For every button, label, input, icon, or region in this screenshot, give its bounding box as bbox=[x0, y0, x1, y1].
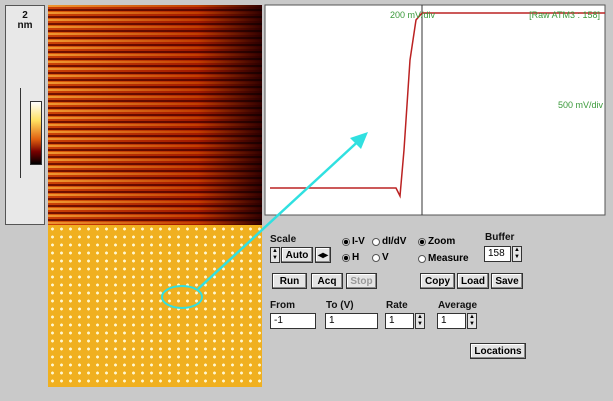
rate-input[interactable]: 1 bbox=[385, 313, 414, 329]
highlight-ellipse bbox=[162, 286, 202, 308]
mode-iv[interactable]: I-V bbox=[342, 236, 365, 247]
body: 2 nm 200 mV/div [Raw ATM3 : 158] 500 mV/… bbox=[0, 0, 613, 401]
page: {"scale_panel": {"value": "2", "unit": "… bbox=[0, 0, 613, 401]
copy-button[interactable]: Copy bbox=[420, 273, 455, 289]
to-input[interactable]: 1 bbox=[325, 313, 378, 329]
graph-source-label: [Raw ATM3 : 158] bbox=[529, 10, 600, 20]
field-label: Average bbox=[438, 300, 477, 311]
buffer-spinner[interactable]: ▲▼ bbox=[512, 246, 522, 262]
buffer-label: Buffer bbox=[485, 232, 514, 243]
radio-label: dI/dV bbox=[382, 236, 406, 247]
direction-v[interactable]: V bbox=[372, 252, 389, 263]
app-window: 2 nm 200 mV/div [Raw ATM3 : 158] 500 mV/… bbox=[0, 0, 613, 401]
graph-area bbox=[265, 5, 605, 215]
field-label: To (V) bbox=[326, 300, 354, 311]
average-input[interactable]: 1 bbox=[437, 313, 466, 329]
scale-label: Scale bbox=[270, 234, 296, 245]
acq-button[interactable]: Acq bbox=[311, 273, 343, 289]
field-label: Rate bbox=[386, 300, 408, 311]
radio-label: H bbox=[352, 252, 359, 263]
arrows-button[interactable]: ◂▸ bbox=[315, 247, 331, 263]
run-button[interactable]: Run bbox=[272, 273, 307, 289]
radio-label: I-V bbox=[352, 236, 365, 247]
save-button[interactable]: Save bbox=[491, 273, 523, 289]
locations-button[interactable]: Locations bbox=[470, 343, 526, 359]
buffer-input[interactable]: 158 bbox=[484, 246, 511, 262]
rate-spinner[interactable]: ▲▼ bbox=[415, 313, 425, 329]
direction-h[interactable]: H bbox=[342, 252, 359, 263]
cursor-measure[interactable]: Measure bbox=[418, 253, 469, 264]
stop-button: Stop bbox=[346, 273, 377, 289]
auto-button[interactable]: Auto bbox=[281, 247, 313, 263]
graph-top-label: 200 mV/div bbox=[390, 10, 436, 20]
scale-spinner[interactable]: ▲▼ bbox=[270, 247, 280, 263]
cursor-zoom[interactable]: Zoom bbox=[418, 236, 455, 247]
radio-label: Measure bbox=[428, 253, 469, 264]
radio-label: V bbox=[382, 252, 389, 263]
graph-right-label: 500 mV/div bbox=[558, 100, 604, 110]
mode-didv[interactable]: dI/dV bbox=[372, 236, 406, 247]
field-label: From bbox=[270, 300, 295, 311]
radio-label: Zoom bbox=[428, 236, 455, 247]
overlay: 200 mV/div [Raw ATM3 : 158] 500 mV/div bbox=[0, 0, 613, 401]
load-button[interactable]: Load bbox=[457, 273, 489, 289]
average-spinner[interactable]: ▲▼ bbox=[467, 313, 477, 329]
from-input[interactable]: -1 bbox=[270, 313, 316, 329]
